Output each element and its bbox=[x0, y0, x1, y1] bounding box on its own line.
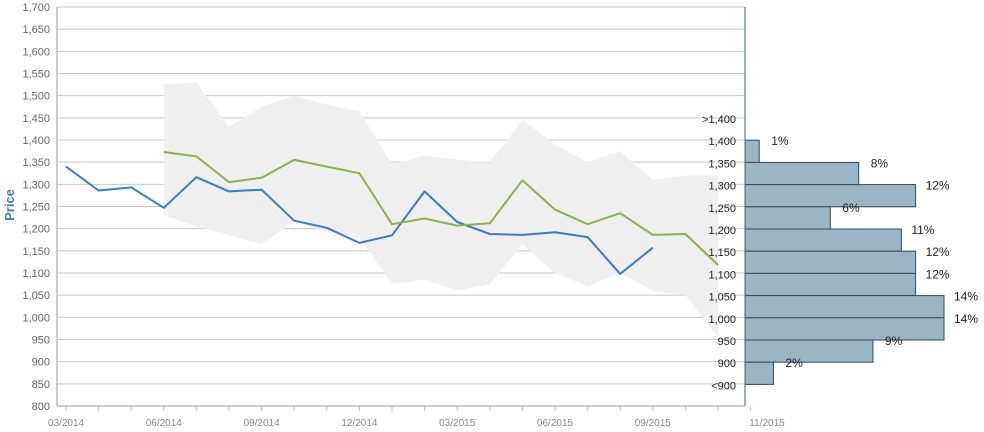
distribution-row-label: 1,250 bbox=[708, 203, 736, 215]
y-tick-label: 900 bbox=[32, 357, 50, 369]
distribution-row-label: 1,150 bbox=[708, 247, 736, 259]
y-tick-label: 1,200 bbox=[22, 224, 50, 236]
x-tick-label: 03/2014 bbox=[48, 418, 85, 429]
y-tick-label: 1,550 bbox=[22, 69, 50, 81]
distribution-pct-label: 12% bbox=[926, 267, 950, 281]
x-tick-label: 11/2015 bbox=[749, 418, 785, 429]
y-tick-label: 1,250 bbox=[22, 202, 50, 214]
distribution-row-label: 1,200 bbox=[708, 225, 736, 237]
y-tick-label: 1,100 bbox=[22, 268, 50, 280]
distribution-bar bbox=[744, 184, 917, 208]
distribution-row-label: 1,400 bbox=[708, 136, 736, 148]
distribution-bar bbox=[744, 317, 945, 341]
y-tick-label: 1,700 bbox=[22, 2, 50, 14]
distribution-pct-label: 8% bbox=[871, 156, 889, 170]
x-tick-label: 06/2015 bbox=[537, 418, 574, 429]
x-tick-labels: 03/2014 06/2014 09/2014 12/2014 03/2015 06/20… bbox=[48, 418, 785, 429]
y-tick-label: 950 bbox=[32, 335, 50, 347]
y-tick-label: 850 bbox=[32, 379, 50, 391]
distribution-bar bbox=[744, 295, 945, 319]
y-tick-label: 1,150 bbox=[22, 246, 50, 258]
distribution-pct-label: 14% bbox=[954, 290, 978, 304]
x-tick-label: 09/2014 bbox=[244, 418, 281, 429]
distribution-pct-label: 9% bbox=[885, 334, 903, 348]
axes bbox=[56, 7, 752, 411]
x-tick-label: 06/2014 bbox=[146, 418, 183, 429]
distribution-pct-label: 6% bbox=[842, 201, 860, 215]
x-tick-label: 09/2015 bbox=[635, 418, 672, 429]
distribution-labels: >1,400 1,400 1% 1,350 8% 1,300 12% 1,250 6% 1,200… bbox=[702, 114, 978, 392]
distribution-bar bbox=[744, 361, 774, 385]
y-tick-labels: 800 850 900 950 1,000 1,050 1,100 1,150 1,200 1,2… bbox=[22, 2, 50, 413]
y-tick-label: 1,500 bbox=[22, 91, 50, 103]
distribution-pct-label: 12% bbox=[926, 179, 950, 193]
x-tick-label: 03/2015 bbox=[439, 418, 476, 429]
y-tick-label: 1,450 bbox=[22, 113, 50, 125]
distribution-bar bbox=[744, 228, 902, 252]
distribution-bar bbox=[744, 250, 917, 274]
distribution-pct-label: 1% bbox=[771, 134, 789, 148]
distribution-bars bbox=[744, 139, 945, 385]
distribution-pct-label: 14% bbox=[954, 312, 978, 326]
distribution-pct-label: 11% bbox=[911, 223, 934, 237]
distribution-pct-label: 2% bbox=[785, 356, 803, 370]
distribution-bar bbox=[744, 206, 831, 230]
distribution-row-label: 1,300 bbox=[708, 181, 736, 193]
series-line-1 bbox=[65, 165, 654, 275]
series-lines bbox=[65, 151, 719, 275]
distribution-row-label: 1,100 bbox=[708, 269, 736, 281]
y-tick-label: 1,050 bbox=[22, 290, 50, 302]
distribution-bar bbox=[744, 161, 860, 186]
distribution-row-label: 950 bbox=[718, 336, 736, 348]
distribution-bar bbox=[744, 339, 874, 363]
series-line-2 bbox=[163, 151, 719, 266]
distribution-bar bbox=[744, 272, 917, 297]
y-tick-label: 800 bbox=[32, 401, 50, 413]
x-tick-label: 12/2014 bbox=[341, 418, 378, 429]
distribution-bar bbox=[744, 139, 760, 163]
distribution-row-label: >1,400 bbox=[702, 114, 736, 126]
y-axis-title: Price bbox=[2, 189, 17, 221]
forecast-band bbox=[163, 82, 719, 338]
distribution-row-label: 1,050 bbox=[708, 292, 736, 304]
y-tick-label: 1,300 bbox=[22, 179, 50, 191]
forecast-band-area bbox=[163, 82, 719, 338]
y-tick-label: 1,000 bbox=[22, 312, 50, 324]
distribution-row-label: 900 bbox=[718, 358, 736, 370]
y-tick-label: 1,400 bbox=[22, 135, 50, 147]
y-tick-label: 1,600 bbox=[22, 46, 50, 58]
y-tick-label: 1,350 bbox=[22, 157, 50, 169]
distribution-row-label: 1,350 bbox=[708, 158, 736, 170]
distribution-row-label: 1,000 bbox=[708, 314, 736, 326]
distribution-row-label: <900 bbox=[711, 380, 736, 392]
y-tick-label: 1,650 bbox=[22, 24, 50, 36]
distribution-pct-label: 12% bbox=[926, 245, 950, 259]
